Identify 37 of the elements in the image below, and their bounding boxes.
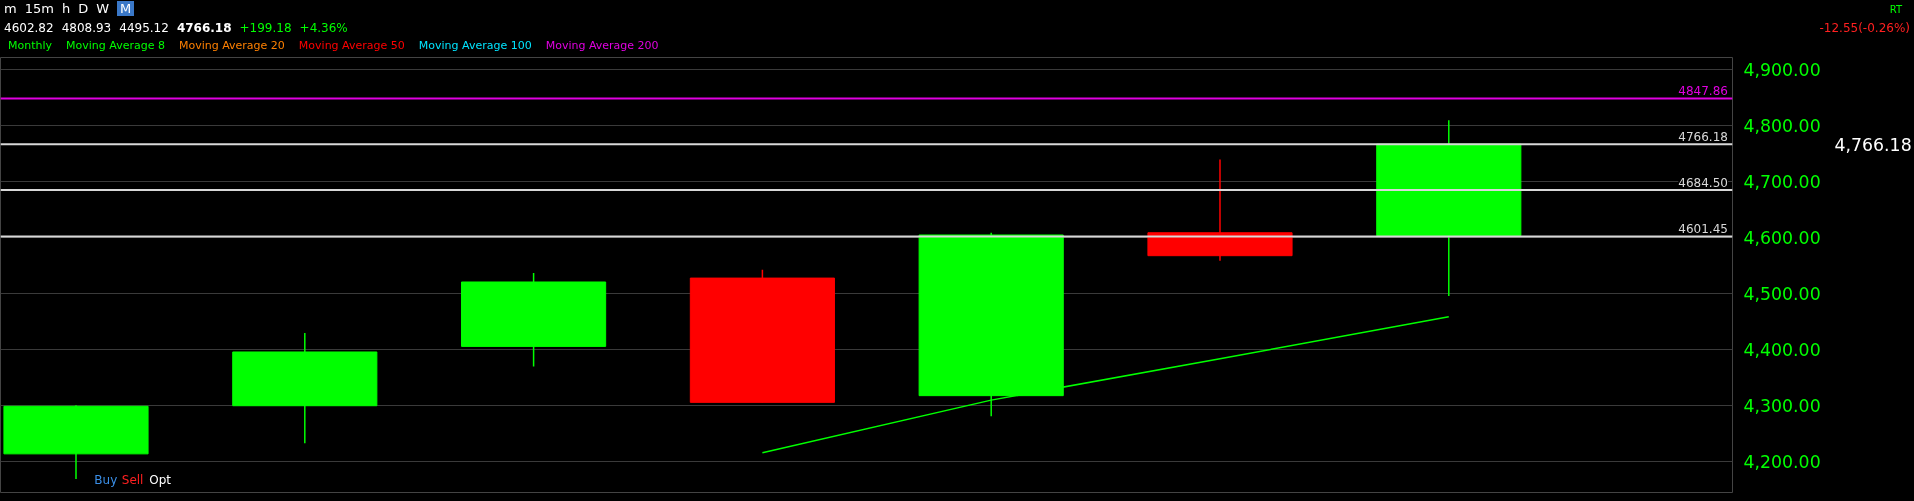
ref-line-label: 4684.50 — [1678, 175, 1728, 190]
text: Moving Average 8 — [66, 39, 165, 52]
y-tick-label: 4,400.00 — [1743, 339, 1821, 360]
y-tick-label: 4,700.00 — [1743, 171, 1821, 192]
annotation: Sell — [121, 473, 144, 488]
ref-line-label: 4766.18 — [1678, 130, 1728, 145]
text: 4,766.18 — [1834, 134, 1912, 155]
annotation: Buy — [94, 473, 118, 488]
text: 4766.18 — [176, 21, 232, 35]
chart-subtitle: Monthly — [8, 39, 53, 52]
annotation: Opt — [149, 473, 172, 488]
text: M — [117, 1, 135, 16]
text: m — [4, 1, 17, 16]
text: +4.36% — [299, 21, 348, 35]
text: 4602.82 — [4, 21, 54, 35]
text: +199.18 — [239, 21, 292, 35]
y-tick-label: 4,200.00 — [1743, 451, 1821, 472]
y-tick-label: 4,600.00 — [1743, 227, 1821, 248]
y-tick-label: 4,900.00 — [1743, 59, 1821, 80]
ref-line-label: 4847.86 — [1678, 84, 1728, 99]
ref-line-label: 4601.45 — [1678, 222, 1728, 237]
legend-label: Moving Average 200 — [545, 39, 659, 52]
legend-label: Moving Average 20 — [178, 39, 285, 52]
legend-label: Moving Average 50 — [298, 39, 405, 52]
y-tick-label: 4,300.00 — [1743, 395, 1821, 416]
text: -12.55 — [1819, 21, 1859, 35]
text: (-0.26%) — [1858, 21, 1910, 35]
text: 4495.12 — [119, 21, 169, 35]
text: W — [96, 1, 110, 16]
text: h — [61, 1, 71, 16]
text: 15m — [24, 1, 54, 16]
text: RT — [1889, 4, 1902, 15]
text: D — [78, 1, 89, 16]
y-tick-label: 4,800.00 — [1743, 115, 1821, 136]
text: 4808.93 — [61, 21, 112, 35]
y-tick-label: 4,500.00 — [1743, 283, 1821, 304]
legend-label: Moving Average 100 — [418, 39, 532, 52]
